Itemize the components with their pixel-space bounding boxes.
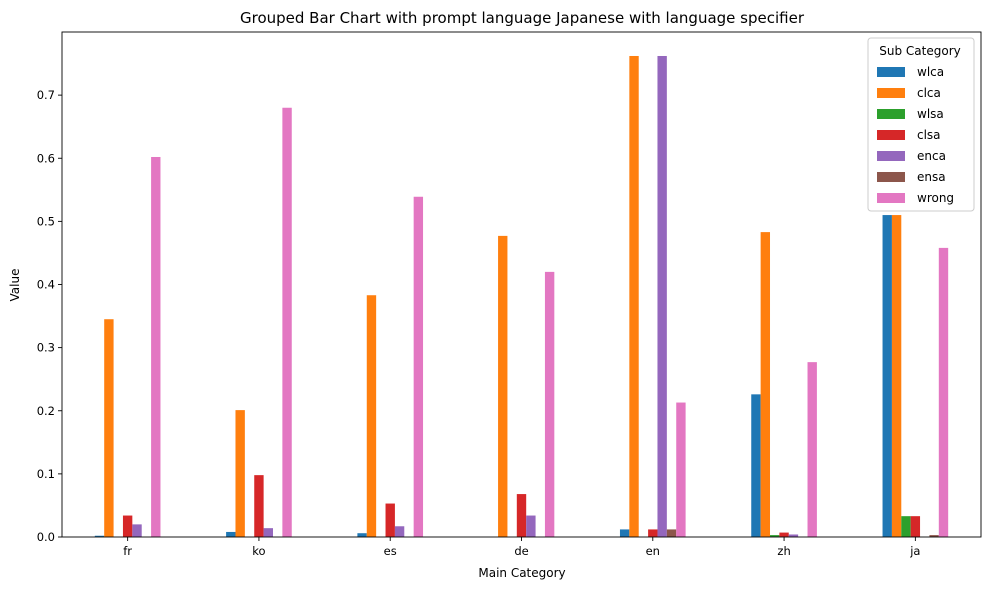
legend-swatch-wrong <box>877 193 905 203</box>
x-axis-label: Main Category <box>478 566 565 580</box>
bar-enca-es <box>394 526 405 537</box>
legend: Sub Category wlca clca wlsa clsa enca ensa wro… <box>867 37 975 212</box>
legend-label-wrong: wrong <box>917 191 954 205</box>
bar-clsa-zh <box>779 532 789 537</box>
bar-wrong-es <box>413 196 424 537</box>
bar-ensa-en <box>666 529 677 537</box>
bar-wlsa-ja <box>901 516 911 537</box>
bar-clsa-ko <box>254 475 264 537</box>
bar-clsa-ja <box>910 516 921 537</box>
legend-box <box>867 37 975 212</box>
legend-title: Sub Category <box>879 44 960 58</box>
bar-enca-zh <box>788 534 799 537</box>
y-tick-label: 0.7 <box>37 88 55 102</box>
y-tick-label: 0.2 <box>37 404 55 418</box>
bar-wrong-en <box>676 402 686 537</box>
y-tick-label: 0.4 <box>37 278 55 292</box>
legend-swatch-wlsa <box>877 109 905 119</box>
legend-label-enca: enca <box>917 149 946 163</box>
x-tick-label: fr <box>123 544 132 558</box>
bar-clca-en <box>629 55 639 538</box>
bar-clsa-es <box>385 503 395 537</box>
bar-clca-zh <box>760 232 771 538</box>
y-tick-label: 0.5 <box>37 214 55 228</box>
bar-wlca-ja <box>882 215 892 537</box>
legend-label-clsa: clsa <box>917 128 941 142</box>
legend-items: wlca clca wlsa clsa enca ensa wrong <box>877 65 954 205</box>
x-tick-label: zh <box>777 544 790 558</box>
bar-wlsa-zh <box>770 535 780 537</box>
plot-frame <box>61 31 982 538</box>
bar-wrong-fr <box>151 156 161 538</box>
bar-clca-de <box>498 235 508 537</box>
bar-clca-es <box>366 295 377 537</box>
bar-wlca-ko <box>226 531 236 537</box>
legend-label-wlsa: wlsa <box>917 107 944 121</box>
y-axis-label: Value <box>8 269 22 302</box>
bar-wrong-ja <box>938 247 949 537</box>
bar-wlca-en <box>619 529 630 537</box>
x-tick-label: es <box>384 544 397 558</box>
bar-clsa-de <box>516 494 527 537</box>
y-tick-label: 0.3 <box>37 341 55 355</box>
bars-group <box>94 55 949 538</box>
legend-swatch-wlca <box>877 67 905 77</box>
bar-clsa-en <box>648 529 658 537</box>
legend-label-ensa: ensa <box>917 170 946 184</box>
legend-label-clca: clca <box>917 86 941 100</box>
y-tick-label: 0.0 <box>37 530 55 544</box>
bar-clca-ko <box>235 410 245 537</box>
x-tick-label: ja <box>909 544 920 558</box>
chart-title: Grouped Bar Chart with prompt language J… <box>240 9 805 27</box>
legend-swatch-ensa <box>877 172 905 182</box>
x-tick-label: de <box>514 544 528 558</box>
bar-clca-ja <box>891 215 902 537</box>
x-tick-label: ko <box>252 544 265 558</box>
legend-swatch-clsa <box>877 130 905 140</box>
bar-enca-fr <box>132 524 142 538</box>
bar-clsa-fr <box>122 515 133 537</box>
bar-wlca-zh <box>751 394 761 537</box>
x-axis: fr ko es de en zh ja <box>123 537 920 558</box>
y-tick-label: 0.6 <box>37 151 55 165</box>
bar-enca-en <box>657 55 667 538</box>
bar-enca-de <box>526 515 536 537</box>
legend-swatch-enca <box>877 151 905 161</box>
bar-wrong-zh <box>807 362 817 537</box>
y-axis: 0.0 0.1 0.2 0.3 0.4 0.5 0.6 0.7 <box>37 88 62 544</box>
bar-wlca-es <box>357 533 367 537</box>
x-tick-label: en <box>646 544 660 558</box>
y-tick-label: 0.1 <box>37 467 55 481</box>
bar-wrong-ko <box>282 107 292 537</box>
bar-enca-ko <box>263 528 273 537</box>
legend-label-wlca: wlca <box>917 65 944 79</box>
bar-ensa-ja <box>929 535 939 537</box>
legend-swatch-clca <box>877 88 905 98</box>
bar-wrong-de <box>544 271 555 537</box>
bar-clca-fr <box>104 319 114 537</box>
bar-wlca-fr <box>94 535 105 537</box>
